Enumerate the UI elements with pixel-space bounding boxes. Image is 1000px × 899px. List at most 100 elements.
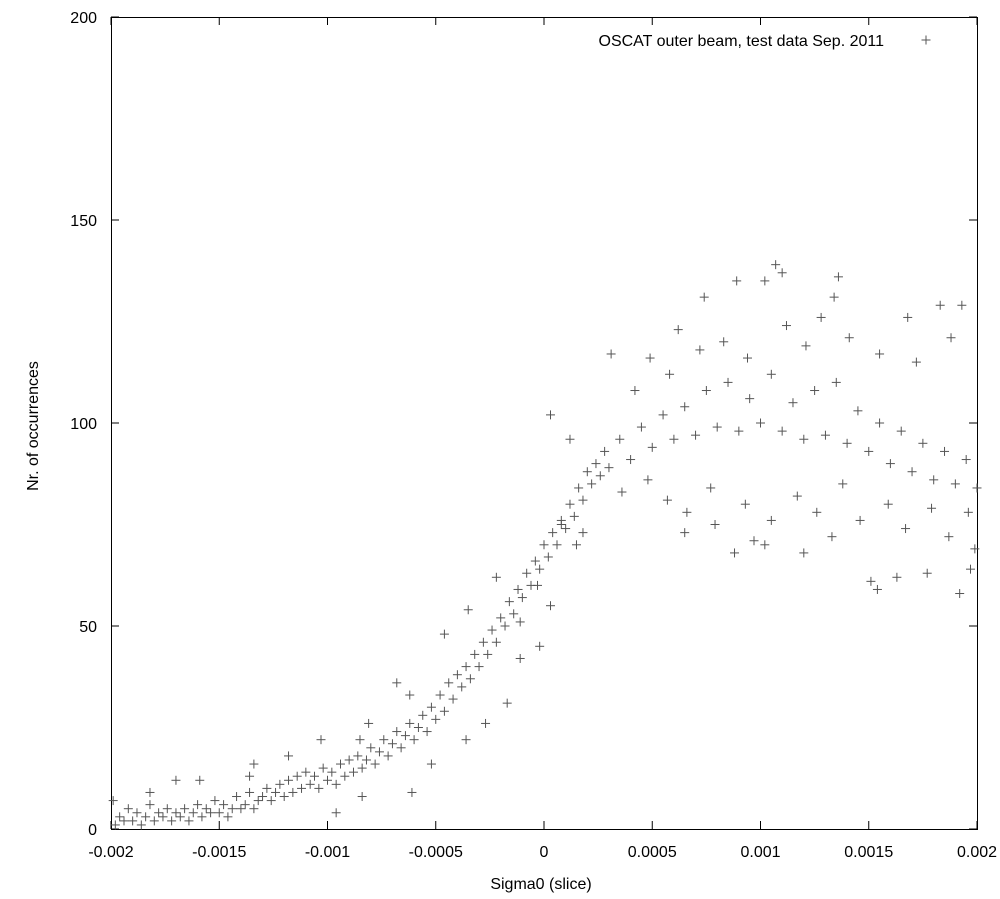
data-point [316, 735, 326, 745]
data-point [935, 300, 945, 310]
data-point [141, 812, 151, 822]
data-point [275, 779, 285, 789]
data-point [662, 495, 672, 505]
data-point [587, 479, 597, 489]
data-point [439, 706, 449, 716]
data-point [957, 300, 967, 310]
data-point [513, 584, 523, 594]
data-point [327, 767, 337, 777]
data-point [435, 690, 445, 700]
data-point [245, 787, 255, 797]
data-point [961, 455, 971, 465]
data-point [701, 386, 711, 396]
data-point [184, 816, 194, 826]
data-point [145, 787, 155, 797]
data-point [907, 467, 917, 477]
data-point [353, 751, 363, 761]
data-point [972, 483, 982, 493]
data-point [439, 629, 449, 639]
data-point [885, 459, 895, 469]
data-point [617, 487, 627, 497]
data-point [539, 540, 549, 550]
data-point [706, 483, 716, 493]
data-point [950, 479, 960, 489]
data-point [515, 653, 525, 663]
data-point [911, 357, 921, 367]
data-point [760, 540, 770, 550]
data-point [314, 783, 324, 793]
data-point [355, 735, 365, 745]
data-point [195, 775, 205, 785]
data-point [236, 804, 246, 814]
data-point [193, 800, 203, 810]
y-tick-label: 0 [88, 822, 97, 839]
data-point [110, 820, 120, 830]
data-point [426, 702, 436, 712]
data-point [792, 491, 802, 501]
legend-label: OSCAT outer beam, test data Sep. 2011 [599, 33, 885, 50]
data-point [606, 349, 616, 359]
data-point [812, 507, 822, 517]
data-point [695, 345, 705, 355]
data-point [227, 804, 237, 814]
data-point [595, 471, 605, 481]
data-point [545, 601, 555, 611]
x-tick-label: -0.0005 [409, 844, 463, 861]
data-point [766, 369, 776, 379]
data-point [946, 333, 956, 343]
data-point [249, 804, 259, 814]
data-point [556, 520, 566, 529]
data-point [745, 394, 755, 404]
x-tick-label: 0 [540, 844, 549, 861]
data-point [777, 268, 787, 278]
data-point [470, 649, 480, 659]
data-point [626, 455, 636, 465]
data-point [409, 735, 419, 745]
data-point [927, 503, 937, 513]
x-tick-label: -0.001 [305, 844, 350, 861]
data-point [600, 446, 610, 456]
data-point [279, 792, 289, 802]
data-point [829, 292, 839, 302]
data-point [691, 430, 701, 440]
data-point [288, 787, 298, 797]
data-point [892, 572, 902, 582]
data-point [136, 820, 146, 830]
data-point [740, 499, 750, 509]
x-tick-label: -0.0015 [192, 844, 246, 861]
data-point [491, 637, 501, 647]
data-point [115, 812, 125, 822]
data-point [801, 341, 811, 351]
data-point [405, 690, 415, 700]
data-point [903, 312, 913, 322]
data-point [732, 276, 742, 286]
data-point [682, 507, 692, 517]
axis-ticks [110, 16, 978, 830]
data-point [474, 662, 484, 672]
data-point [799, 548, 809, 558]
data-point [262, 783, 272, 793]
legend-marker [921, 35, 931, 45]
data-point [188, 808, 198, 818]
data-point [838, 479, 848, 489]
data-point [647, 442, 657, 452]
data-point [500, 621, 510, 631]
axis-tick-labels: -0.002 -0.0015 -0.001 -0.0005 0 0.0005 0.001 0.… [70, 10, 997, 861]
data-point [387, 739, 397, 749]
legend: OSCAT outer beam, test data Sep. 2011 [599, 33, 931, 50]
data-point [366, 743, 376, 753]
data-point [918, 438, 928, 448]
y-tick-label: 200 [70, 10, 97, 27]
data-point [842, 438, 852, 448]
x-tick-label: 0.0005 [628, 844, 677, 861]
data-point [240, 800, 250, 810]
data-point [781, 321, 791, 331]
data-point [665, 369, 675, 379]
data-point [310, 771, 320, 781]
y-tick-label: 150 [70, 213, 97, 230]
data-point [357, 792, 367, 802]
data-point [569, 511, 579, 521]
legend-plus-marker [921, 35, 931, 45]
data-point [271, 787, 281, 797]
data-point [162, 804, 172, 814]
